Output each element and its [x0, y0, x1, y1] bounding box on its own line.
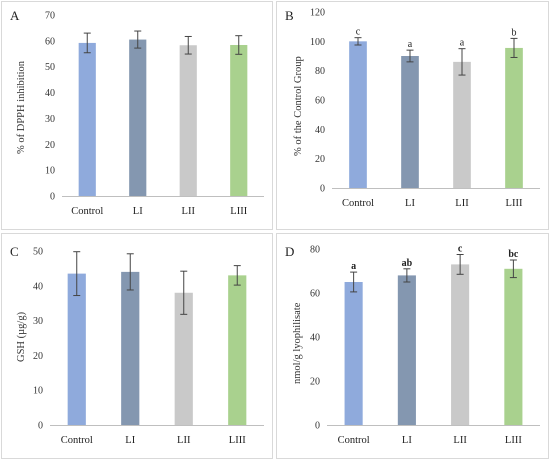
- bar: [228, 275, 247, 425]
- x-tick-label: LII: [177, 435, 191, 446]
- y-tick-label: 0: [50, 192, 55, 203]
- x-tick-label: LII: [455, 198, 469, 209]
- x-tick-label: LIII: [230, 206, 247, 217]
- x-tick-label: Control: [342, 198, 374, 209]
- y-tick-label: 50: [33, 247, 43, 258]
- x-tick-label: Control: [338, 435, 370, 446]
- panel-a: A % of DPPH inhibition 0 10 20 30 40 50 60 70 Co…: [1, 1, 273, 230]
- x-tick-label: LIII: [506, 198, 523, 209]
- panel-d-chart: 0 20 40 60 80 a Control ab LI c LII bc LIII: [310, 244, 540, 446]
- y-tick-label: 0: [315, 421, 320, 432]
- y-tick-label: 40: [310, 333, 320, 344]
- bar: [453, 61, 471, 188]
- bar: [349, 41, 367, 189]
- x-tick-label: Control: [71, 206, 103, 217]
- y-tick-label: 100: [310, 37, 325, 48]
- y-tick-label: 10: [33, 386, 43, 397]
- y-tick-label: 60: [315, 96, 325, 107]
- significance-letter: bc: [508, 249, 519, 260]
- x-tick-label: LIII: [229, 435, 246, 446]
- y-tick-label: 120: [310, 8, 325, 19]
- bar: [344, 282, 363, 425]
- panel-d-letter: D: [285, 244, 295, 259]
- panel-a-chart: 0 10 20 30 40 50 60 70 Control LI LII LIII: [45, 11, 264, 217]
- significance-letter: c: [458, 244, 463, 255]
- bar: [129, 39, 147, 196]
- y-tick-label: 80: [315, 66, 325, 77]
- panel-b-letter: B: [285, 8, 294, 23]
- significance-letter: a: [408, 39, 413, 50]
- panel-a-letter: A: [10, 8, 20, 23]
- bar: [174, 292, 193, 425]
- y-tick-label: 60: [45, 36, 55, 47]
- panel-b-chart: 0 20 40 60 80 100 120 c Control a LI a LII b LIII: [310, 8, 540, 209]
- bar: [67, 273, 86, 425]
- panel-d: D nmol/g lyophilisate 0 20 40 60 80 a Control a…: [276, 233, 549, 459]
- y-tick-label: 50: [45, 62, 55, 73]
- y-tick-label: 20: [33, 351, 43, 362]
- x-tick-label: LI: [405, 198, 415, 209]
- x-tick-label: LI: [133, 206, 143, 217]
- bar: [451, 264, 470, 425]
- x-tick-label: LII: [453, 435, 467, 446]
- panel-c: C GSH (µg/g) 0 10 20 30 40 50 Control LI LII LIII: [1, 233, 273, 459]
- x-tick-label: LI: [125, 435, 135, 446]
- x-tick-label: Control: [61, 435, 93, 446]
- significance-letter: a: [460, 38, 465, 49]
- y-tick-label: 40: [45, 88, 55, 99]
- y-tick-label: 30: [33, 316, 43, 327]
- x-tick-label: LI: [402, 435, 412, 446]
- significance-letter: ab: [402, 258, 413, 269]
- bar: [179, 45, 197, 197]
- significance-letter: b: [512, 27, 517, 38]
- y-tick-label: 70: [45, 11, 55, 22]
- bar: [121, 271, 140, 425]
- bar: [505, 47, 523, 188]
- bar: [401, 56, 419, 188]
- y-tick-label: 20: [315, 154, 325, 165]
- x-tick-label: LII: [182, 206, 196, 217]
- x-tick-label: LIII: [505, 435, 522, 446]
- y-tick-label: 0: [320, 184, 325, 195]
- y-tick-label: 20: [45, 140, 55, 151]
- bar: [397, 275, 416, 425]
- y-tick-label: 0: [38, 421, 43, 432]
- bar: [78, 42, 96, 196]
- significance-letter: a: [351, 261, 356, 272]
- bar: [230, 44, 248, 196]
- panel-b: B % of the Control Group 0 20 40 60 80 100 120…: [276, 1, 549, 230]
- bar: [504, 268, 523, 425]
- panel-c-chart: 0 10 20 30 40 50 Control LI LII LIII: [33, 247, 264, 446]
- y-tick-label: 30: [45, 114, 55, 125]
- y-tick-label: 80: [310, 245, 320, 256]
- y-tick-label: 20: [310, 377, 320, 388]
- significance-letter: c: [356, 27, 361, 38]
- y-tick-label: 60: [310, 289, 320, 300]
- y-tick-label: 40: [315, 125, 325, 136]
- panel-c-letter: C: [10, 244, 19, 259]
- y-tick-label: 10: [45, 166, 55, 177]
- y-tick-label: 40: [33, 281, 43, 292]
